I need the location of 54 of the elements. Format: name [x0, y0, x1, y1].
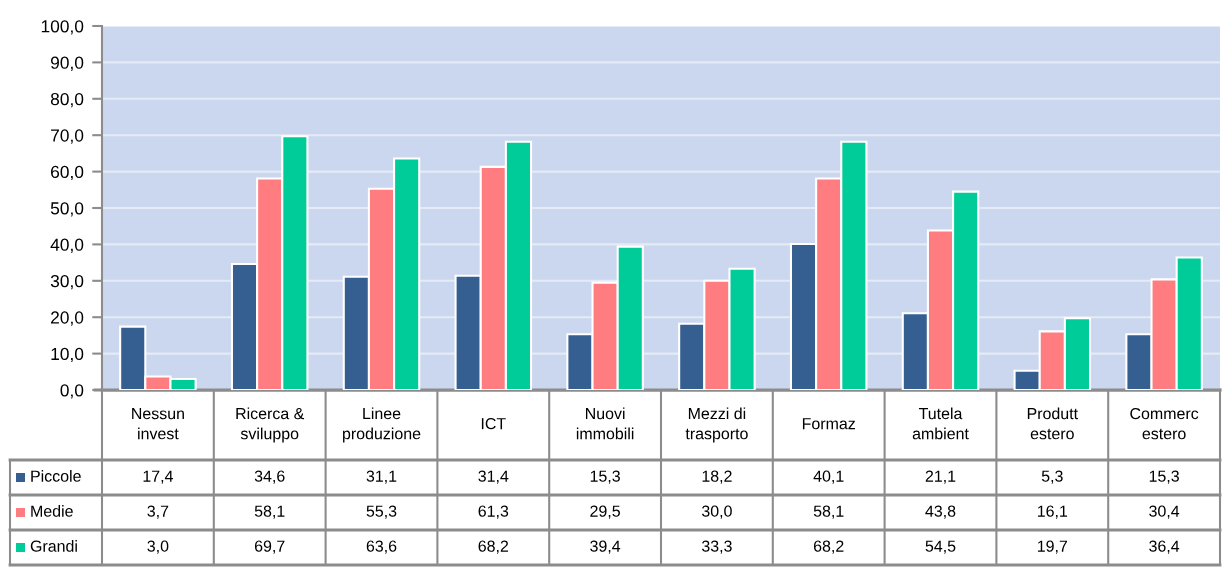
y-tick-label: 10,0	[51, 347, 84, 363]
data-label: 15,3	[1149, 470, 1179, 484]
y-tick-label: 80,0	[50, 92, 84, 108]
data-label: 43,8	[925, 505, 956, 519]
data-label: 55,3	[366, 505, 397, 519]
data-label: 15,3	[590, 470, 620, 484]
y-tick-label: 50,0	[50, 202, 84, 217]
y-tick-label: 0,0	[60, 384, 84, 399]
y-tick-label: 70,0	[51, 129, 84, 144]
legend-label: Piccole	[31, 470, 81, 482]
data-label: 33,3	[701, 540, 732, 554]
y-tick-label: 90,0	[50, 56, 84, 71]
legend-label: Medie	[31, 505, 73, 517]
x-tick-label: Commerc estero	[1130, 407, 1199, 440]
data-label: 30,4	[1149, 505, 1180, 519]
data-label: 69,7	[254, 540, 285, 554]
y-tick-label: 40,0	[50, 238, 84, 253]
data-label: 3,7	[147, 505, 169, 519]
data-label: 31,1	[366, 470, 397, 484]
data-label: 39,4	[590, 540, 621, 554]
data-label: 61,3	[478, 505, 509, 519]
y-tick-label: 30,0	[50, 274, 84, 290]
data-label: 29,5	[590, 505, 620, 519]
data-label: 54,5	[925, 540, 956, 554]
data-label: 19,7	[1037, 540, 1068, 554]
data-label: 68,2	[478, 540, 509, 554]
x-tick-label: Formaz	[802, 418, 855, 430]
data-label: 3,0	[147, 540, 169, 554]
data-label: 21,1	[925, 470, 956, 484]
x-tick-label: Linee produzione	[343, 407, 421, 443]
x-tick-label: Produtt estero	[1027, 407, 1078, 440]
data-label: 34,6	[254, 470, 285, 484]
y-tick-label: 20,0	[51, 311, 84, 326]
data-label: 18,2	[702, 470, 732, 484]
data-label: 63,6	[366, 540, 397, 554]
x-tick-label: Ricerca & sviluppo	[236, 407, 305, 443]
x-tick-label: Tutela ambient	[912, 407, 969, 440]
data-label: 36,4	[1149, 540, 1180, 554]
legend-label: Grandi	[30, 540, 77, 552]
x-tick-label: Nuovi immobili	[576, 407, 634, 440]
data-label: 40,1	[813, 470, 844, 484]
x-tick-label: ICT	[481, 417, 506, 430]
data-label: 58,1	[813, 505, 844, 519]
data-label: 68,2	[813, 540, 844, 554]
x-tick-label: Mezzi di trasporto	[685, 407, 748, 443]
y-tick-label: 100,0	[41, 20, 84, 35]
data-label: 5,3	[1041, 470, 1063, 484]
y-tick-label: 60,0	[51, 165, 84, 181]
data-label: 58,1	[254, 505, 285, 519]
data-label: 17,4	[143, 470, 173, 484]
data-label: 31,4	[478, 470, 509, 484]
x-tick-label: Nessun invest	[132, 408, 184, 440]
data-label: 30,0	[701, 505, 732, 519]
data-label: 16,1	[1037, 505, 1068, 519]
